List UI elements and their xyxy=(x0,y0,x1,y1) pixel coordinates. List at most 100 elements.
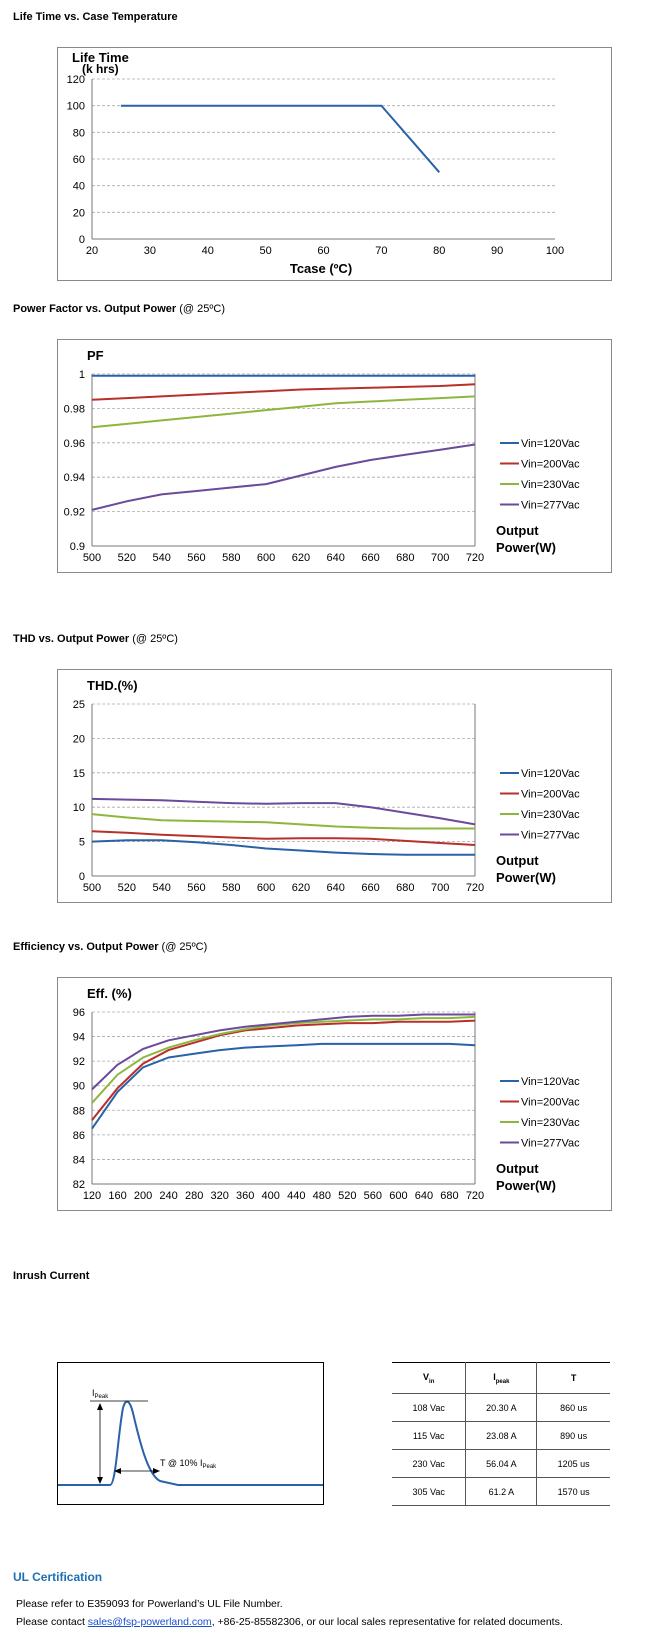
table-cell: 305 Vac xyxy=(392,1477,466,1506)
x-tick-label: 160 xyxy=(108,1190,126,1202)
y-tick-label: 0.94 xyxy=(64,472,85,484)
x-tick-label: 400 xyxy=(262,1190,280,1202)
y-tick-label: 0 xyxy=(79,871,85,883)
x-tick-label: 580 xyxy=(222,882,240,894)
legend-label: Vin=277Vac xyxy=(521,1138,580,1150)
x-tick-label: 540 xyxy=(152,552,170,564)
y-tick-label: 5 xyxy=(79,837,85,849)
x-tick-label: 500 xyxy=(83,882,101,894)
legend-label: Vin=120Vac xyxy=(521,1076,580,1088)
table-cell: 1570 us xyxy=(536,1477,610,1506)
life-section-title: Life Time vs. Case Temperature xyxy=(13,11,178,23)
table-cell: 890 us xyxy=(536,1421,610,1450)
series-line xyxy=(91,1019,476,1121)
legend-label: Vin=230Vac xyxy=(521,479,580,491)
y-tick-label: 60 xyxy=(73,154,85,166)
legend-label: Vin=200Vac xyxy=(521,459,580,471)
x-tick-label: 660 xyxy=(361,552,379,564)
x-axis-title: Output xyxy=(496,523,539,538)
x-tick-label: 560 xyxy=(187,552,205,564)
x-tick-label: 520 xyxy=(118,882,136,894)
x-tick-label: 30 xyxy=(144,245,156,257)
sales-email-link[interactable]: sales@fsp-powerland.com xyxy=(87,1616,212,1628)
peak-arrow-head-bottom xyxy=(97,1477,103,1484)
x-tick-label: 680 xyxy=(396,882,414,894)
ul-certification-title: UL Certification xyxy=(13,1570,103,1584)
series-line xyxy=(91,1013,475,1091)
legend-label: Vin=230Vac xyxy=(521,809,580,821)
y-axis-title-unit: (k hrs) xyxy=(82,62,119,76)
y-tick-label: 92 xyxy=(73,1056,85,1068)
x-tick-label: 50 xyxy=(260,245,272,257)
eff-section-title: Efficiency vs. Output Power (@ 25ºC) xyxy=(13,941,208,953)
table-cell: 115 Vac xyxy=(392,1421,466,1450)
x-tick-label: 240 xyxy=(159,1190,177,1202)
y-tick-label: 80 xyxy=(73,127,85,139)
x-tick-label: 640 xyxy=(415,1190,433,1202)
peak-arrow-head-top xyxy=(97,1403,103,1410)
y-tick-label: 20 xyxy=(73,207,85,219)
x-tick-label: 620 xyxy=(292,882,310,894)
inrush-waveform xyxy=(58,1400,323,1486)
x-tick-label: 200 xyxy=(134,1190,152,1202)
header-ipeak: Ipeak xyxy=(465,1362,537,1394)
thd-chart: 0 5 10 15 20 25 500 520 540 560 580 600 620 640 660 680… xyxy=(57,669,612,903)
life-time-chart: 0 20 40 60 80 100 120 20 30 40 50 60 70 80 90 100 Life T… xyxy=(57,47,612,281)
x-tick-label: 440 xyxy=(287,1190,305,1202)
x-tick-label: 500 xyxy=(83,552,101,564)
x-tick-label: 40 xyxy=(202,245,214,257)
table-cell: 61.2 A xyxy=(465,1477,537,1506)
y-tick-label: 96 xyxy=(73,1007,85,1019)
header-t: T xyxy=(536,1362,610,1394)
x-axis-title-unit: Power(W) xyxy=(496,870,556,885)
x-tick-label: 80 xyxy=(433,245,445,257)
x-tick-label: 700 xyxy=(431,882,449,894)
y-tick-label: 1 xyxy=(79,369,85,381)
x-tick-label: 540 xyxy=(152,882,170,894)
x-tick-label: 640 xyxy=(327,552,345,564)
table-cell: 56.04 A xyxy=(465,1449,537,1478)
table-row: 108 Vac 20.30 A 860 us xyxy=(392,1393,610,1422)
y-tick-label: 0.9 xyxy=(70,541,85,553)
thd-section-title: THD vs. Output Power (@ 25ºC) xyxy=(13,633,178,645)
y-axis-title: PF xyxy=(87,348,104,363)
y-axis-title: THD.(%) xyxy=(87,678,138,693)
y-tick-label: 10 xyxy=(73,802,85,814)
t-label: T @ 10% IPeak xyxy=(160,1458,217,1470)
x-tick-label: 520 xyxy=(338,1190,356,1202)
x-tick-label: 720 xyxy=(466,552,484,564)
y-axis-title: Life Time xyxy=(72,50,129,65)
table-cell: 230 Vac xyxy=(392,1449,466,1478)
legend-label: Vin=200Vac xyxy=(521,1097,580,1109)
x-tick-label: 90 xyxy=(491,245,503,257)
x-tick-label: 560 xyxy=(187,882,205,894)
x-tick-label: 620 xyxy=(292,552,310,564)
x-tick-label: 70 xyxy=(375,245,387,257)
x-tick-label: 720 xyxy=(466,882,484,894)
x-tick-label: 520 xyxy=(118,552,136,564)
chart-svg: 82 84 86 88 90 92 94 96 120 160 200 240 280 320 360 400… xyxy=(73,986,580,1202)
y-tick-label: 25 xyxy=(73,699,85,711)
y-tick-label: 100 xyxy=(67,101,85,113)
legend-label: Vin=200Vac xyxy=(521,789,580,801)
series-line xyxy=(91,383,476,401)
pf-section-title: Power Factor vs. Output Power (@ 25ºC) xyxy=(13,303,226,315)
x-tick-label: 480 xyxy=(313,1190,331,1202)
chart-svg: 0.9 0.92 0.94 0.96 0.98 1 500 520 540 560 580 600 62… xyxy=(64,348,581,564)
header-vin: Vin xyxy=(392,1362,466,1394)
x-tick-label: 600 xyxy=(257,882,275,894)
legend-label: Vin=277Vac xyxy=(521,830,580,842)
x-axis-title-unit: Power(W) xyxy=(496,1178,556,1193)
t-arrow-head-left xyxy=(114,1468,121,1474)
efficiency-chart: 82 84 86 88 90 92 94 96 120 160 200 240 280 320 360 400… xyxy=(57,977,612,1211)
x-tick-label: 20 xyxy=(86,245,98,257)
x-tick-label: 680 xyxy=(396,552,414,564)
y-tick-label: 20 xyxy=(73,733,85,745)
y-axis-title: Eff. (%) xyxy=(87,986,132,1001)
series-line xyxy=(91,395,476,429)
legend-label: Vin=230Vac xyxy=(521,1117,580,1129)
y-tick-label: 94 xyxy=(73,1032,85,1044)
inrush-section-title: Inrush Current xyxy=(13,1270,90,1282)
y-tick-label: 0 xyxy=(79,234,85,246)
